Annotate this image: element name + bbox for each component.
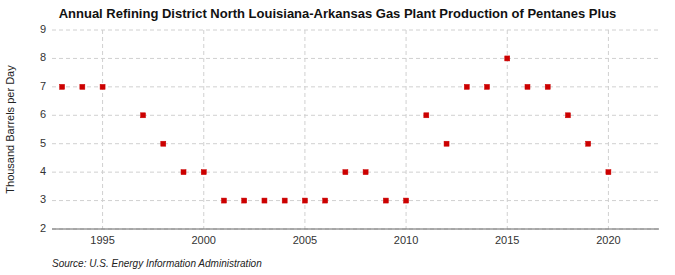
grid	[52, 30, 659, 229]
point	[464, 84, 469, 89]
y-axis-label: Thousand Barrels per Day	[4, 65, 16, 194]
point	[141, 113, 146, 118]
y-tick-label: 9	[40, 23, 46, 35]
point	[586, 141, 591, 146]
x-ticks: 1995 2000 2005 2010 2015 2020	[90, 234, 620, 246]
y-tick-label: 8	[40, 51, 46, 63]
y-tick-label: 4	[40, 165, 46, 177]
x-tick-label: 2000	[192, 234, 216, 246]
point	[100, 84, 105, 89]
point	[221, 198, 226, 203]
point	[485, 84, 490, 89]
point	[60, 84, 65, 89]
title: Annual Refining District North Louisiana…	[59, 6, 617, 21]
y-tick-label: 5	[40, 137, 46, 149]
y-grid-line	[52, 58, 659, 59]
x-tick-label: 2020	[596, 234, 620, 246]
source-note: Source: U.S. Energy Information Administ…	[52, 258, 262, 269]
point	[302, 198, 307, 203]
point	[80, 84, 85, 89]
point	[606, 170, 611, 175]
point	[181, 170, 186, 175]
point	[282, 198, 287, 203]
x-tick-label: 1995	[90, 234, 114, 246]
x-grid-line	[608, 30, 609, 229]
y-tick-label: 7	[40, 80, 46, 92]
point	[201, 170, 206, 175]
point	[525, 84, 530, 89]
x-tick-label: 2005	[293, 234, 317, 246]
x-tick-label: 2010	[394, 234, 418, 246]
y-grid-line	[52, 143, 659, 144]
point	[444, 141, 449, 146]
points	[60, 56, 611, 203]
x-axis-line	[52, 229, 659, 230]
point	[565, 113, 570, 118]
chart-container: 2 3 4 5 6 7 8 9 1995 2000 2005 2010 2015 2020 Thousand…	[0, 0, 675, 275]
y-grid-line	[52, 172, 659, 173]
point	[505, 56, 510, 61]
y-tick-label: 2	[40, 222, 46, 234]
y-grid-line	[52, 229, 659, 230]
x-grid-line	[203, 30, 204, 229]
point	[383, 198, 388, 203]
y-grid-line	[52, 86, 659, 87]
y-grid-line	[52, 30, 659, 31]
y-tick-label: 3	[40, 193, 46, 205]
y-tick-label: 6	[40, 108, 46, 120]
point	[545, 84, 550, 89]
y-ticks: 2 3 4 5 6 7 8 9	[40, 23, 46, 234]
point	[424, 113, 429, 118]
point	[343, 170, 348, 175]
x-grid-line	[102, 30, 103, 229]
point	[161, 141, 166, 146]
point	[363, 170, 368, 175]
point	[404, 198, 409, 203]
page: {"chart_data": {"type": "scatter", "titl…	[0, 0, 675, 275]
point	[242, 198, 247, 203]
x-tick-label: 2015	[495, 234, 519, 246]
y-grid-line	[52, 200, 659, 201]
point	[323, 198, 328, 203]
point	[262, 198, 267, 203]
chart: 2 3 4 5 6 7 8 9 1995 2000 2005 2010 2015 2020 Thousand…	[0, 0, 675, 275]
